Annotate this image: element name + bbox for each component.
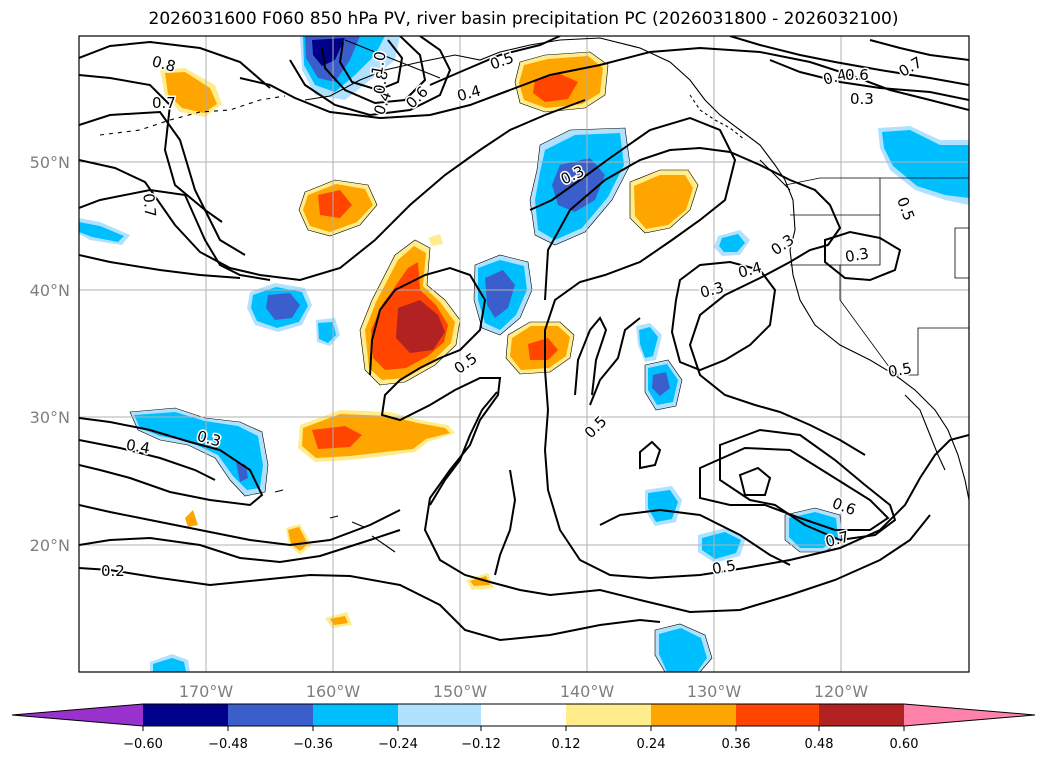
pv-contours: [79, 36, 969, 642]
colorbar-tick-label: 0.48: [805, 737, 834, 752]
contour-0.5-north: [239, 46, 969, 120]
lon-label-140w: 140°W: [560, 682, 615, 701]
lon-label-150w: 150°W: [433, 682, 488, 701]
colorbar-ticks: [142, 726, 905, 731]
contour-0.8-gyre: [321, 36, 427, 105]
lat-label-50n: 50°N: [30, 153, 70, 172]
contour-0.5-south: [599, 508, 791, 566]
contour-0.8: [79, 40, 271, 89]
colorbar-tick-label: −0.24: [378, 737, 418, 752]
lon-label-120w: 120°W: [814, 682, 869, 701]
longitude-labels: 170°W 160°W 150°W 140°W 130°W 120°W: [179, 682, 869, 701]
colorbar-tick-label: −0.36: [293, 737, 333, 752]
colorbar-bin: [228, 704, 313, 726]
contour-0.5-loop: [574, 316, 608, 396]
contour-small-loop: [639, 440, 662, 470]
plot-title: 2026031600 F060 850 hPa PV, river basin …: [148, 9, 899, 29]
colorbar-bin: [313, 704, 398, 726]
contour-label: 0.7: [139, 193, 159, 218]
contour-0.5-west: [79, 188, 271, 281]
baja-california-coast: [904, 394, 946, 471]
colorbar-extend-high: [904, 704, 1035, 726]
colorbar-bin: [398, 704, 481, 726]
contour-0.7-ne: [869, 39, 969, 61]
lat-label-40n: 40°N: [30, 281, 70, 300]
contour-0.6-gyre: [289, 36, 452, 117]
contour-0.4-sw: [79, 417, 264, 507]
lon-label-160w: 160°W: [306, 682, 361, 701]
lon-label-170w: 170°W: [179, 682, 234, 701]
contour-0.7-south-loop: [738, 466, 772, 496]
lat-label-30n: 30°N: [30, 408, 70, 427]
contour-0.6-west: [79, 110, 246, 256]
alaska-panhandle: [689, 94, 746, 141]
colorbar-tick-label: 0.36: [722, 737, 751, 752]
nevada-arizona-border: [839, 265, 969, 376]
lon-label-130w: 130°W: [687, 682, 742, 701]
contour-label: 0.6: [845, 66, 869, 84]
contour-1.0-gyre: [338, 39, 404, 92]
hawaiian-islands: [274, 489, 396, 553]
colorbar-tick-label: −0.48: [208, 737, 248, 752]
contour-0.4-main: [79, 99, 586, 282]
contour-0.3-sw: [79, 439, 216, 481]
contour-0.5-mid: [589, 317, 641, 406]
contour-label: 0.3: [850, 90, 874, 108]
aleutian-islands: [99, 95, 286, 136]
colorbar-tick-label: −0.12: [461, 737, 501, 752]
coastlines: [99, 37, 969, 553]
contour-label: 0.7: [152, 94, 176, 112]
contour-0.4-link: [429, 391, 498, 506]
contour-0.7-south: [699, 446, 890, 531]
colorbar-bin: [736, 704, 819, 726]
contour-0.6-ne: [729, 36, 969, 86]
colorbar-bin: [819, 704, 904, 726]
contour-label: 0.2: [101, 562, 125, 580]
contour-0.3-closed: [670, 260, 777, 372]
colorbar-tick-label: 0.60: [890, 737, 919, 752]
lat-label-20n: 20°N: [30, 536, 70, 555]
contour-0.4-central: [369, 266, 931, 614]
colorbar-bin: [566, 704, 651, 726]
contour-0.7-west: [79, 74, 223, 223]
map-frame: [78, 35, 970, 673]
colorbar-bin: [143, 704, 228, 726]
colorbar-extend-low: [12, 704, 143, 726]
colorbar: −0.60 −0.48 −0.36 −0.24 −0.12 0.12 0.24 …: [11, 703, 1036, 752]
contour-0.2: [79, 567, 661, 642]
contour-0.3-link: [494, 469, 517, 576]
utah-box: [954, 227, 969, 279]
contour-0.3-west: [79, 254, 241, 279]
contour-0.3-south2: [79, 529, 401, 564]
contour-0.4-north: [429, 36, 561, 86]
positive-anomaly-shading: [160, 52, 698, 628]
contour-0.3-central: [529, 116, 969, 580]
colorbar-bin: [481, 704, 566, 726]
contour-0.6-south: [719, 428, 897, 542]
contour-0.5-central: [544, 146, 866, 456]
latitude-labels: 50°N 40°N 30°N 20°N: [30, 153, 70, 555]
alaska-peninsula: [344, 39, 441, 79]
colorbar-bin: [651, 704, 736, 726]
us-canada-border: [784, 177, 969, 186]
contour-0.3-south: [79, 504, 401, 547]
gridlines: [79, 36, 969, 672]
contour-0.4-ne: [769, 59, 969, 101]
colorbar-tick-label: 0.24: [637, 737, 666, 752]
contour-label: 1.0: [368, 50, 390, 77]
contour-0.3-east: [824, 230, 902, 282]
precip-shading: [79, 36, 969, 672]
negative-anomaly-shading: [79, 36, 969, 672]
colorbar-tick-label: −0.60: [123, 737, 163, 752]
colorbar-tick-label: 0.12: [552, 737, 581, 752]
north-america-coastline: [304, 37, 969, 501]
contour-label: 0.5: [887, 359, 914, 381]
